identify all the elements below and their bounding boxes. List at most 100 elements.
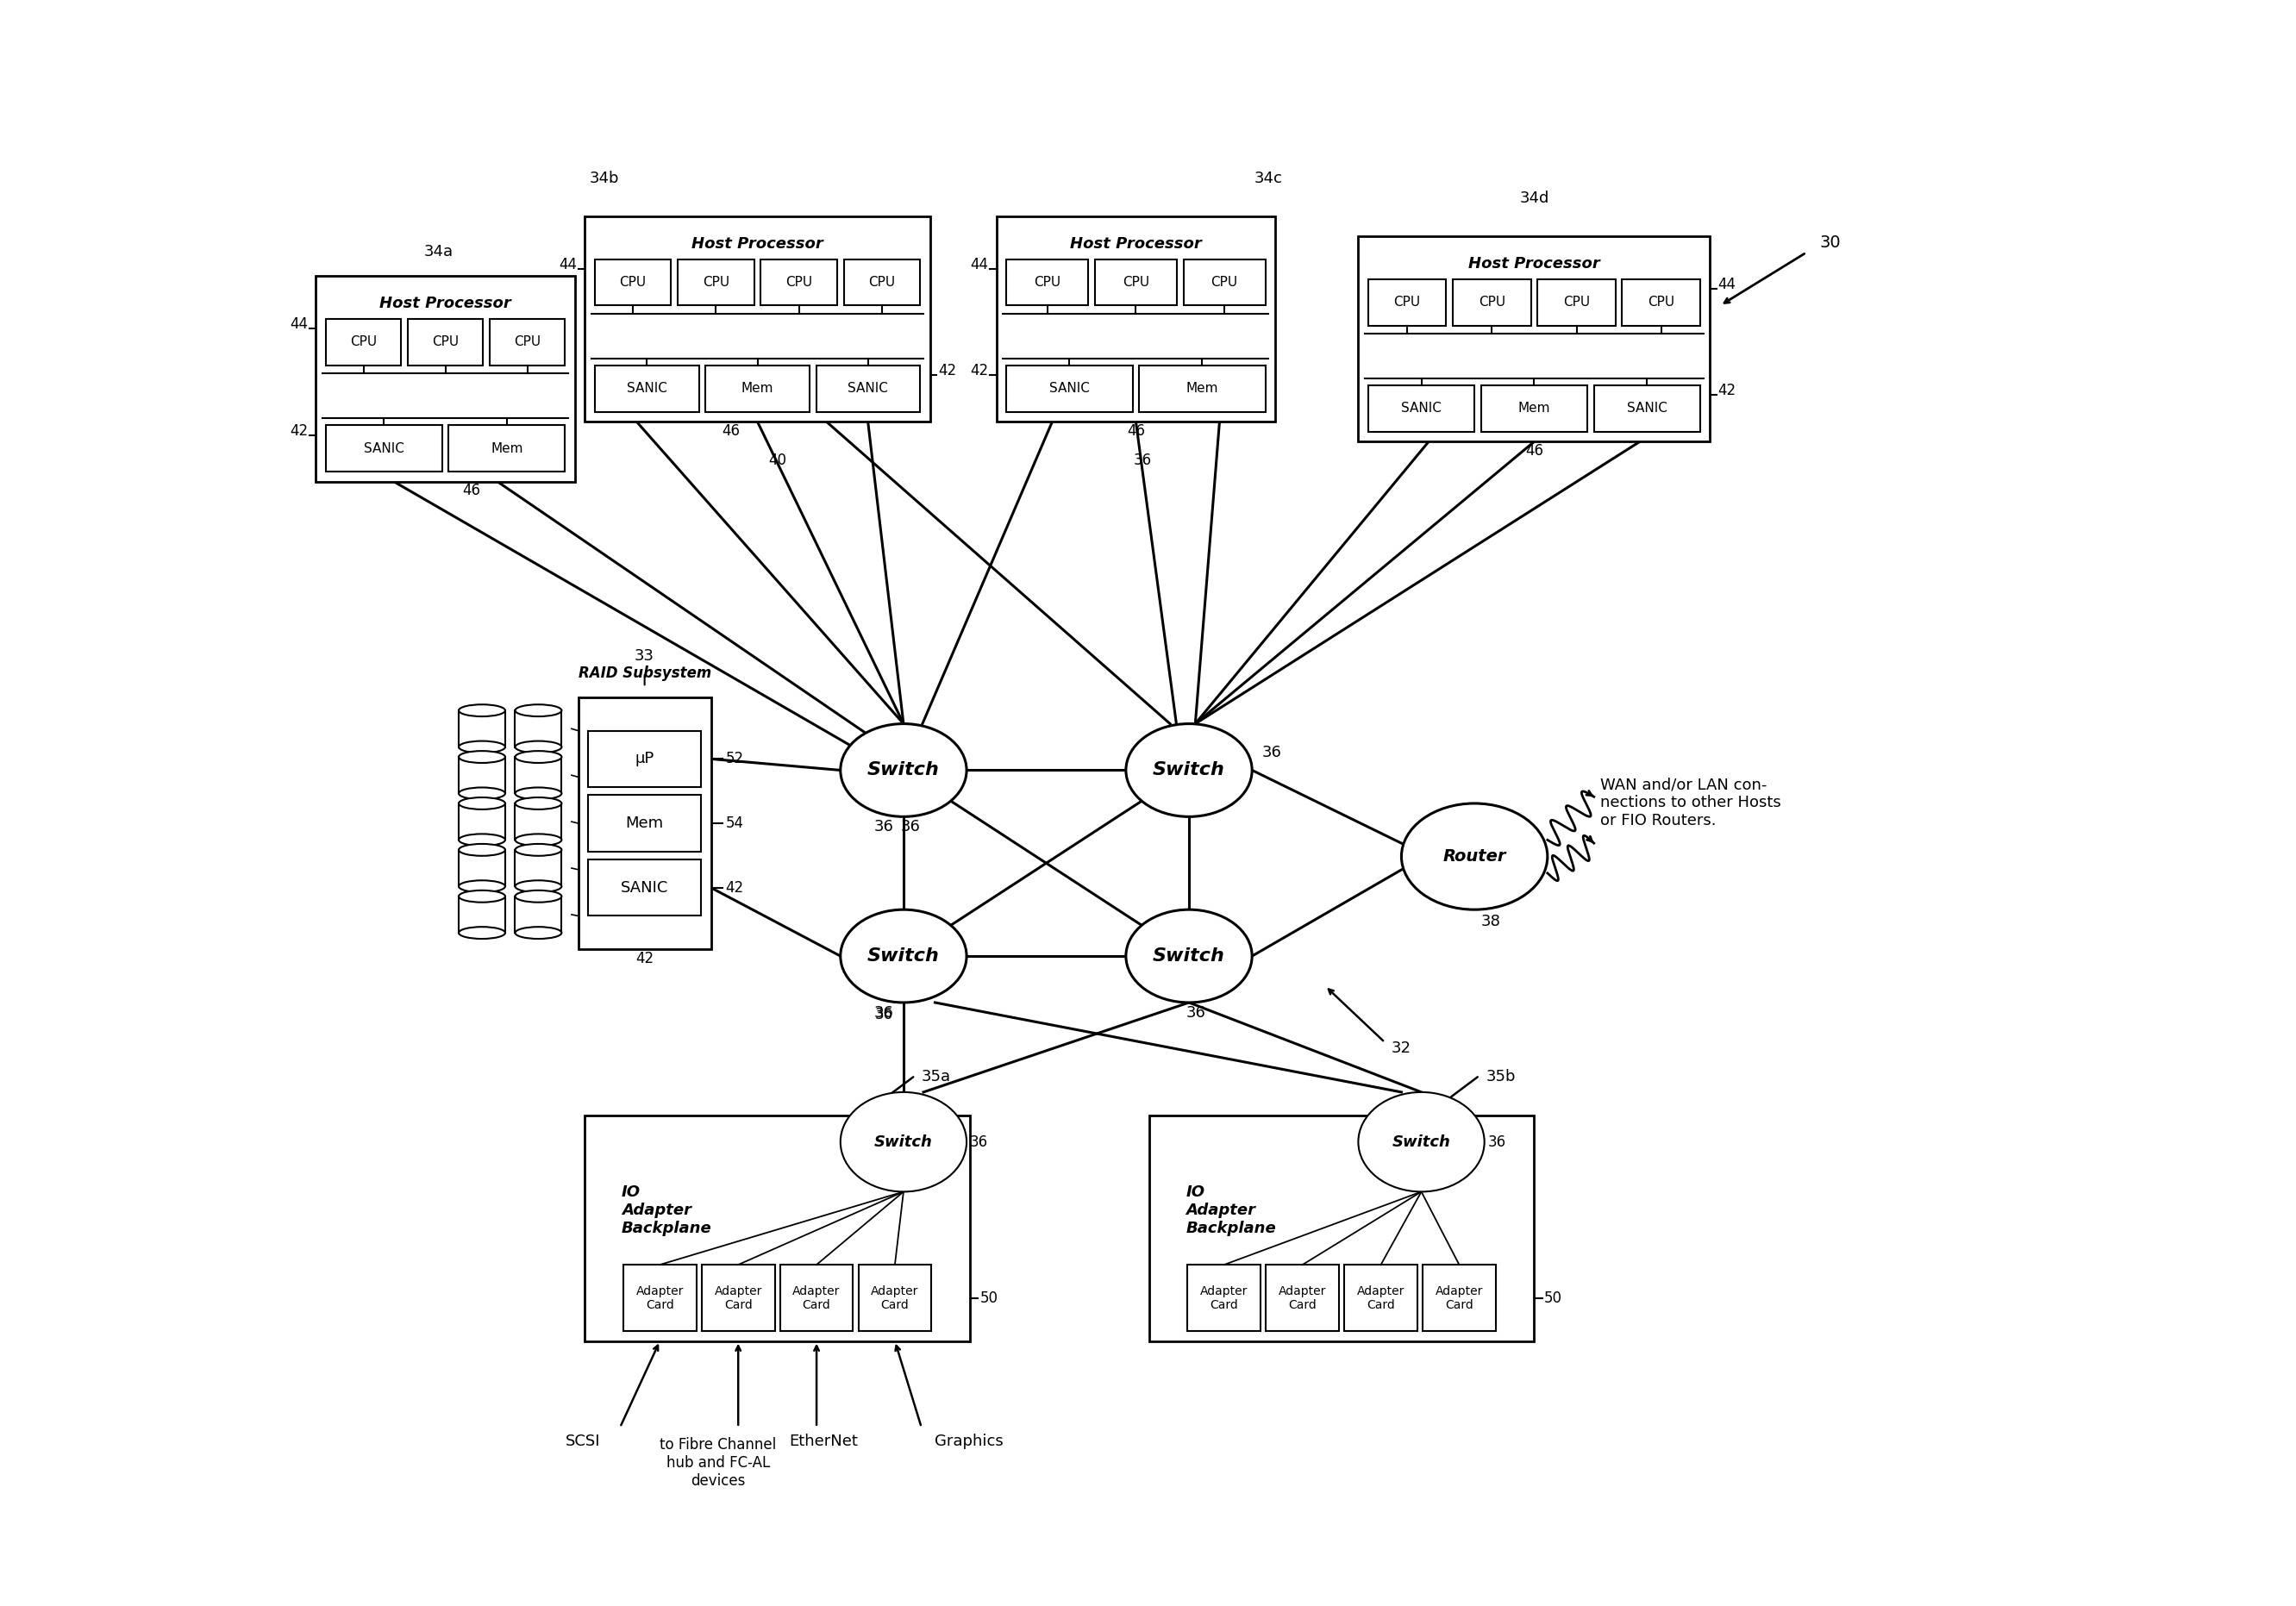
Text: CPU: CPU: [1033, 276, 1061, 289]
Text: Host Processor: Host Processor: [691, 236, 824, 252]
Bar: [1265, 1264, 1339, 1331]
Bar: [409, 320, 482, 365]
Text: Adapter
Card: Adapter Card: [1201, 1285, 1249, 1310]
Text: WAN and/or LAN con-
nections to other Hosts
or FIO Routers.: WAN and/or LAN con- nections to other Ho…: [1600, 777, 1782, 829]
Bar: [459, 896, 505, 933]
Bar: [514, 756, 563, 793]
Ellipse shape: [514, 927, 563, 940]
Text: SCSI: SCSI: [565, 1434, 599, 1450]
Text: Switch: Switch: [1153, 948, 1226, 965]
Text: SANIC: SANIC: [847, 382, 889, 395]
Text: 42: 42: [1717, 384, 1736, 398]
Text: Switch: Switch: [868, 761, 939, 779]
Ellipse shape: [459, 834, 505, 846]
Bar: [514, 896, 563, 933]
Ellipse shape: [459, 752, 505, 763]
Bar: [1368, 279, 1446, 326]
Text: 42: 42: [726, 880, 744, 896]
Bar: [843, 259, 921, 305]
Bar: [585, 1116, 969, 1341]
Text: SANIC: SANIC: [627, 382, 668, 395]
Text: 30: 30: [1821, 234, 1841, 251]
Text: Mem: Mem: [1187, 382, 1219, 395]
Bar: [514, 850, 563, 887]
Text: CPU: CPU: [1564, 296, 1589, 308]
Text: 50: 50: [980, 1290, 999, 1306]
Text: Graphics: Graphics: [934, 1434, 1003, 1450]
Text: CPU: CPU: [514, 336, 542, 349]
Text: RAID Subsystem: RAID Subsystem: [579, 665, 712, 681]
Text: 35a: 35a: [921, 1070, 951, 1084]
Ellipse shape: [514, 880, 563, 893]
Text: CPU: CPU: [432, 336, 459, 349]
Text: 36: 36: [875, 1007, 893, 1023]
Bar: [514, 803, 563, 840]
Ellipse shape: [514, 705, 563, 716]
Bar: [459, 803, 505, 840]
Text: 34a: 34a: [425, 244, 455, 259]
Text: Adapter
Card: Adapter Card: [636, 1285, 684, 1310]
Ellipse shape: [459, 705, 505, 716]
Ellipse shape: [459, 798, 505, 809]
Text: 42: 42: [636, 951, 654, 967]
Bar: [588, 795, 700, 851]
Bar: [1095, 259, 1178, 305]
Bar: [705, 365, 810, 411]
Text: CPU: CPU: [620, 276, 647, 289]
Bar: [317, 276, 574, 482]
Ellipse shape: [459, 927, 505, 940]
Ellipse shape: [514, 843, 563, 856]
Text: 50: 50: [1545, 1290, 1561, 1306]
Ellipse shape: [1125, 909, 1251, 1002]
Bar: [585, 215, 930, 422]
Text: SANIC: SANIC: [620, 880, 668, 896]
Text: Adapter
Card: Adapter Card: [1435, 1285, 1483, 1310]
Text: CPU: CPU: [1123, 276, 1150, 289]
Bar: [1453, 279, 1531, 326]
Ellipse shape: [1359, 1092, 1486, 1192]
Bar: [1139, 365, 1265, 411]
Text: Mem: Mem: [742, 382, 774, 395]
Text: 46: 46: [721, 422, 739, 438]
Text: 52: 52: [726, 752, 744, 766]
Text: 36: 36: [1263, 745, 1281, 760]
Text: CPU: CPU: [1479, 296, 1506, 308]
Ellipse shape: [514, 798, 563, 809]
Text: CPU: CPU: [349, 336, 377, 349]
Text: EtherNet: EtherNet: [790, 1434, 859, 1450]
Text: 38: 38: [1481, 914, 1502, 930]
Text: CPU: CPU: [868, 276, 895, 289]
Text: 40: 40: [769, 453, 788, 469]
Text: Adapter
Card: Adapter Card: [714, 1285, 762, 1310]
Text: SANIC: SANIC: [363, 442, 404, 454]
Text: 44: 44: [558, 257, 576, 273]
Text: 33: 33: [634, 649, 654, 665]
Bar: [1593, 385, 1699, 432]
Text: Mem: Mem: [1518, 402, 1550, 414]
Bar: [1345, 1264, 1417, 1331]
Text: CPU: CPU: [703, 276, 730, 289]
Ellipse shape: [1401, 803, 1548, 909]
Ellipse shape: [459, 880, 505, 893]
Bar: [1006, 365, 1132, 411]
Text: Adapter
Card: Adapter Card: [870, 1285, 918, 1310]
Text: Host Processor: Host Processor: [1469, 255, 1600, 271]
Bar: [859, 1264, 932, 1331]
Bar: [489, 320, 565, 365]
Text: IO
Adapter
Backplane: IO Adapter Backplane: [1185, 1185, 1277, 1237]
Text: 44: 44: [289, 316, 308, 332]
Text: 42: 42: [289, 422, 308, 438]
Bar: [326, 320, 402, 365]
Bar: [1150, 1116, 1534, 1341]
Text: Switch: Switch: [868, 948, 939, 965]
Text: to Fibre Channel
hub and FC-AL
devices: to Fibre Channel hub and FC-AL devices: [659, 1437, 776, 1489]
Text: 36: 36: [875, 819, 893, 835]
Text: Mem: Mem: [625, 816, 664, 830]
Text: 44: 44: [971, 257, 990, 273]
Bar: [1359, 236, 1711, 442]
Ellipse shape: [459, 843, 505, 856]
Ellipse shape: [514, 834, 563, 846]
Text: CPU: CPU: [1394, 296, 1421, 308]
Text: 36: 36: [1185, 1005, 1205, 1020]
Text: 34c: 34c: [1254, 170, 1283, 186]
